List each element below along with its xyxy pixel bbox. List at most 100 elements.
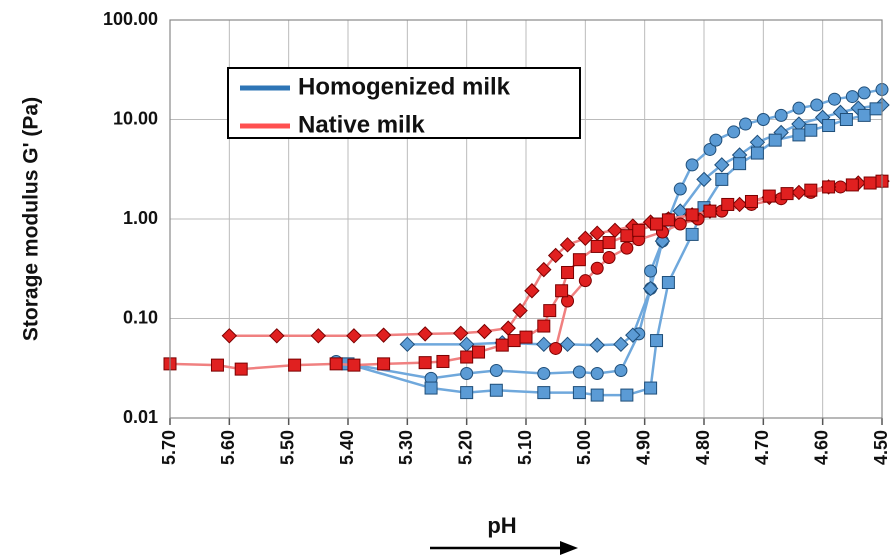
data-point (857, 86, 871, 100)
data-point (377, 357, 391, 371)
data-point (733, 157, 747, 171)
x-tick-label: 5.40 (337, 430, 357, 465)
data-point (661, 276, 675, 290)
data-point (739, 117, 753, 131)
data-point (810, 98, 824, 112)
legend: Homogenized milk Native milk (227, 67, 581, 139)
data-point (417, 326, 433, 342)
data-point (537, 386, 551, 400)
data-point (590, 239, 604, 253)
data-point (602, 236, 616, 250)
data-point (590, 388, 604, 402)
data-point (375, 327, 392, 343)
data-point (620, 241, 634, 255)
data-point (857, 108, 871, 122)
data-point (839, 113, 853, 126)
data-point (572, 253, 586, 267)
data-point (537, 367, 551, 381)
data-point (822, 119, 836, 133)
x-tick-label: 5.50 (277, 430, 297, 465)
data-point (685, 158, 699, 172)
data-point (727, 125, 741, 139)
data-point (577, 230, 594, 246)
data-point (288, 358, 302, 372)
data-point (460, 367, 474, 381)
y-tick-label: 0.10 (123, 307, 158, 327)
x-tick-label: 5.30 (396, 430, 416, 465)
data-point (696, 171, 712, 188)
data-point (472, 345, 486, 359)
plot (163, 83, 890, 402)
data-point (549, 341, 563, 355)
data-point (774, 108, 788, 122)
data-point (768, 133, 782, 147)
data-point (828, 92, 842, 106)
data-point (632, 223, 646, 237)
data-point (512, 302, 528, 319)
data-point (791, 184, 807, 201)
data-point (620, 388, 634, 402)
data-point (424, 381, 438, 395)
data-point (625, 327, 641, 343)
data-point (519, 330, 533, 344)
data-point (703, 204, 717, 218)
data-point (714, 157, 730, 173)
x-tick-label: 5.70 (159, 430, 179, 465)
data-point (650, 334, 664, 348)
x-axis-title: pH (487, 513, 516, 538)
data-point (602, 251, 616, 265)
data-point (536, 261, 552, 278)
data-point (792, 101, 806, 115)
data-point (804, 183, 818, 197)
x-tick-label: 4.70 (752, 430, 772, 465)
data-point (589, 337, 605, 353)
data-point (845, 90, 859, 104)
data-point (460, 386, 474, 400)
plot-frame (169, 19, 883, 419)
x-tick-label: 5.60 (218, 430, 238, 465)
data-point (561, 265, 575, 279)
y-tick-label: 0.01 (123, 407, 158, 427)
data-point (536, 336, 552, 353)
data-point (804, 123, 818, 137)
y-tick-label: 100.00 (103, 9, 158, 29)
data-point (269, 328, 285, 344)
data-point (620, 229, 634, 243)
data-point (644, 381, 658, 395)
data-point (347, 358, 361, 372)
y-tick-label: 10.00 (113, 108, 158, 128)
data-point (607, 222, 623, 239)
legend-label: Native milk (298, 111, 425, 138)
data-point (310, 328, 327, 344)
data-point (500, 320, 516, 336)
data-point (614, 364, 628, 378)
data-point (650, 217, 664, 231)
y-tick-label: 1.00 (123, 208, 158, 228)
data-point (399, 336, 416, 353)
data-point (543, 304, 557, 318)
data-point (661, 213, 675, 227)
data-point (644, 264, 658, 278)
x-tick-label: 4.60 (811, 430, 831, 465)
x-tick-label: 5.10 (515, 430, 535, 465)
data-point (613, 336, 629, 353)
data-point (346, 328, 362, 344)
data-point (590, 367, 604, 381)
data-point (721, 197, 735, 211)
data-point (869, 102, 883, 116)
y-axis-title: Storage modulus G' (Pa) (20, 97, 43, 341)
x-tick-label: 4.50 (871, 430, 891, 465)
data-point (453, 325, 469, 342)
data-point (750, 146, 764, 160)
x-tick-label: 5.20 (455, 430, 475, 465)
x-tick-label: 4.90 (633, 430, 653, 465)
data-point (507, 334, 521, 348)
data-point (673, 182, 687, 196)
data-point (234, 362, 248, 376)
data-point (495, 338, 509, 352)
data-point (845, 178, 859, 192)
data-point (780, 187, 794, 201)
data-point (703, 142, 717, 156)
data-point (731, 196, 748, 213)
